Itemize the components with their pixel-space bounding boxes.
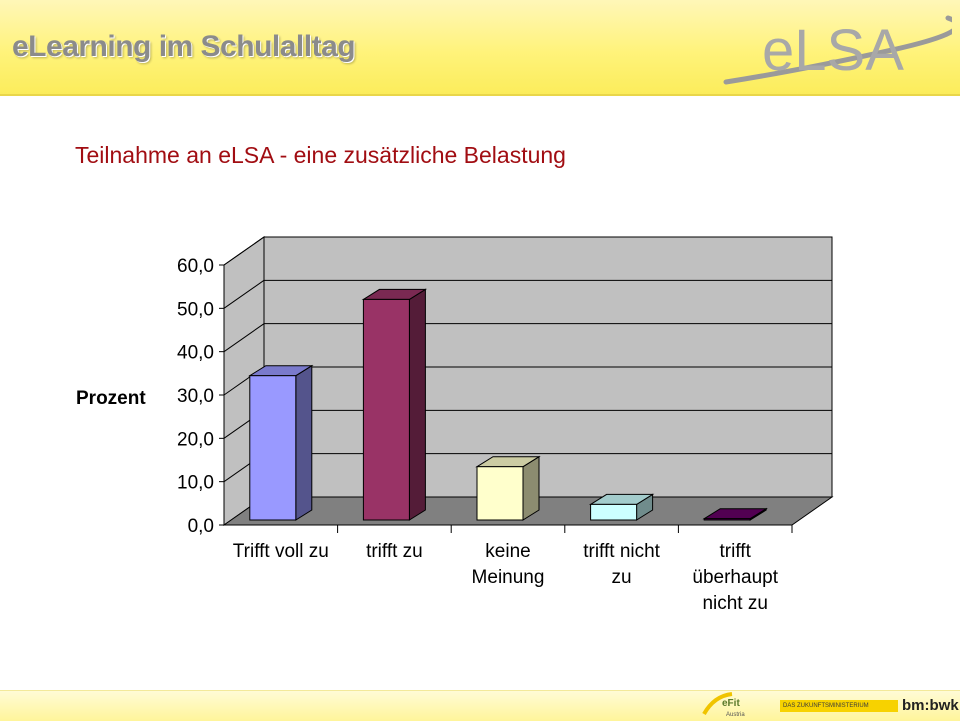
y-axis-label: Prozent [76, 388, 146, 409]
efit-austria-logo: eFit Austria [702, 692, 745, 718]
x-tick-label: überhaupt [692, 567, 778, 588]
bar [249, 375, 297, 521]
gridline-side [223, 236, 265, 266]
bar [476, 466, 524, 521]
x-tick-label: keine [485, 541, 530, 562]
header-divider [0, 94, 960, 96]
y-tick-label: 30,0 [177, 386, 214, 407]
x-tick-label: trifft zu [366, 541, 423, 562]
x-tick-label: trifft [720, 541, 752, 562]
y-tick-label: 50,0 [177, 299, 214, 320]
x-tick-label: zu [612, 567, 632, 588]
y-tick-label: 10,0 [177, 473, 214, 494]
bmbwk-logo: bm:bwk [902, 697, 959, 714]
svg-text:Austria: Austria [726, 712, 745, 718]
x-tick-label: nicht zu [702, 593, 767, 614]
bar [362, 298, 410, 521]
bar-side [295, 364, 313, 521]
x-tick-label: Meinung [472, 567, 545, 588]
header-title: eLearning im Schulalltag [12, 30, 356, 63]
ministry-badge: DAS ZUKUNFTSMINISTERIUM [780, 700, 898, 712]
y-tick-label: 20,0 [177, 429, 214, 450]
elsa-logo-text: eLSA [762, 18, 904, 83]
x-tick-label: Trifft voll zu [233, 541, 329, 562]
bar [590, 503, 638, 521]
header-band [0, 0, 960, 96]
gridline-side [223, 323, 265, 353]
y-tick-label: 40,0 [177, 343, 214, 364]
y-tick-label: 60,0 [177, 256, 214, 277]
bar-chart: 0,0 10,0 20,0 30,0 40,0 50,0 60,0 Prozent Trifft… [76, 236, 834, 614]
y-tick-label: 0,0 [188, 516, 214, 537]
x-tick-label: trifft nicht [583, 541, 660, 562]
bar-side [408, 288, 426, 521]
elsa-logo: eLSA [723, 15, 952, 85]
gridline-side [223, 279, 265, 309]
slide-title: Teilnahme an eLSA - eine zusätzliche Bel… [75, 142, 566, 168]
svg-text:eFit: eFit [722, 698, 740, 709]
bar-side [522, 455, 540, 521]
bar [703, 518, 751, 521]
